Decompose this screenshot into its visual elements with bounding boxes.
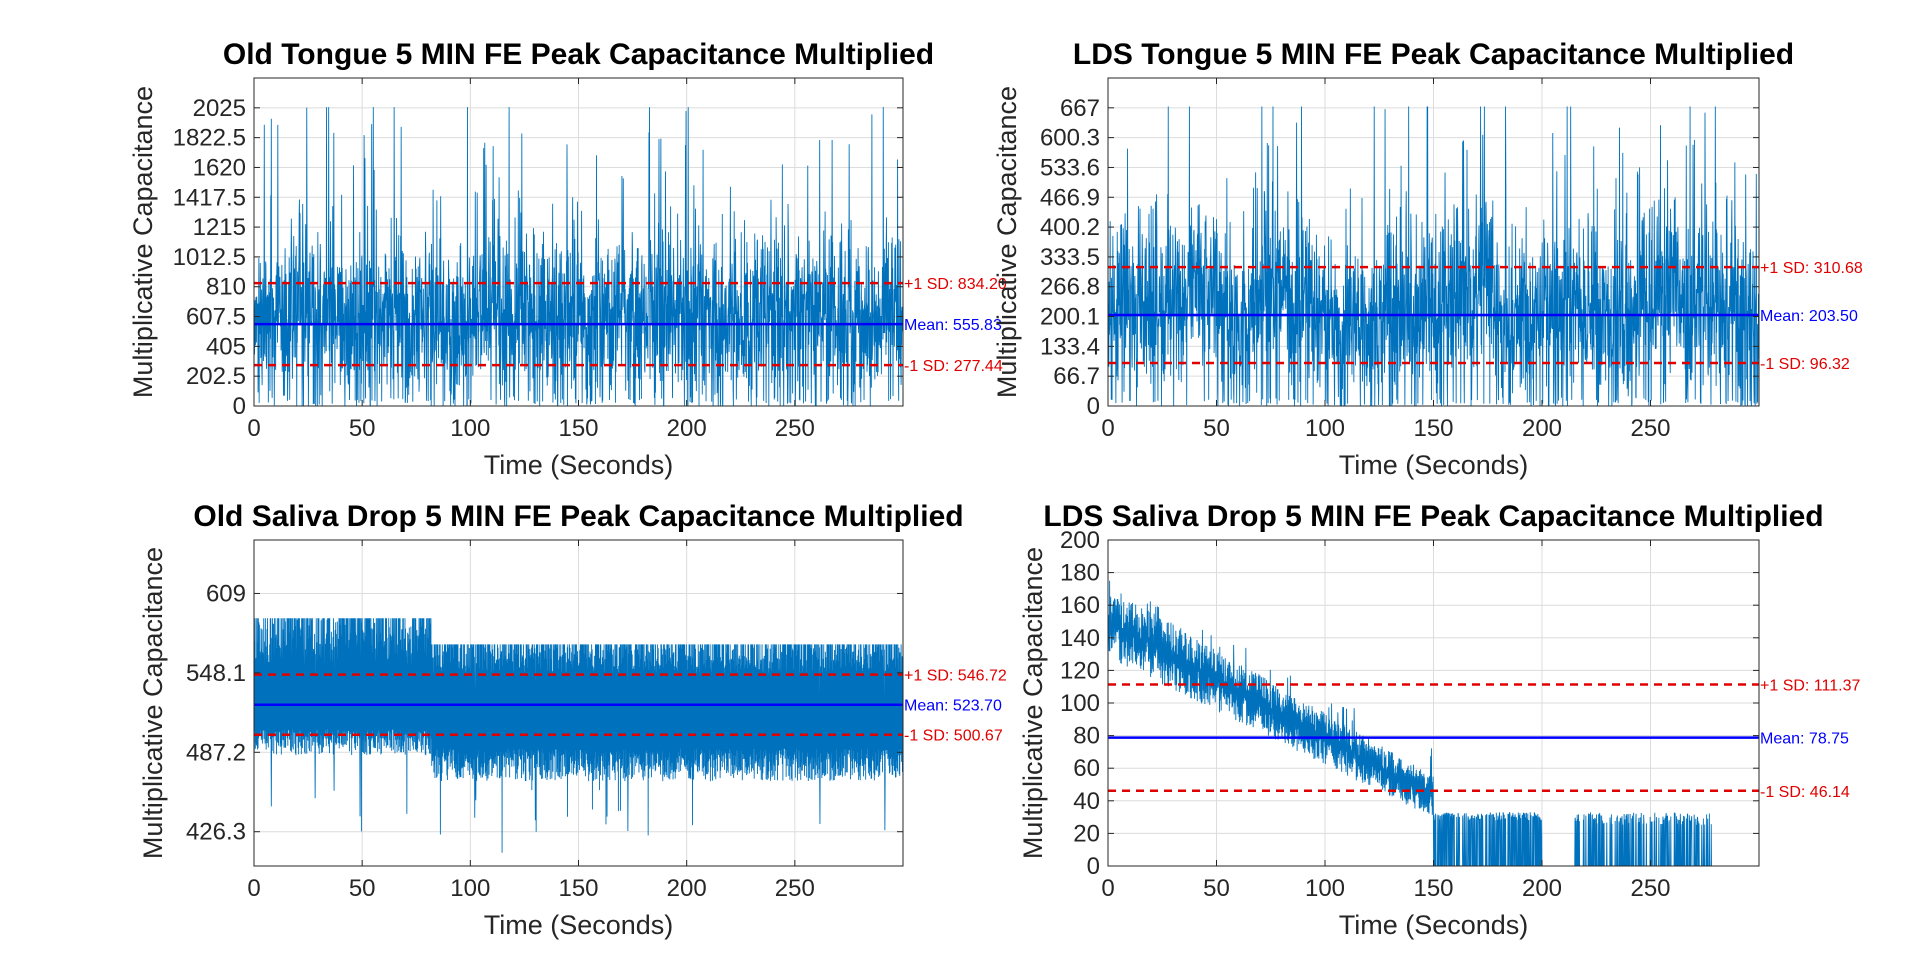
plus-sd-label: +1 SD: 310.68: [1760, 260, 1863, 277]
x-tick-label: 250: [775, 415, 815, 442]
mean-label: Mean: 523.70: [904, 698, 1002, 715]
x-tick-label: 0: [1101, 875, 1114, 902]
y-tick-label: 333.5: [1040, 244, 1100, 271]
y-tick-label: 1620: [193, 154, 246, 181]
y-tick-label: 60: [1073, 755, 1100, 782]
chart-panel-3: +1 SD: 546.72 -1 SD: 500.67 Mean: 523.70 0 5…: [138, 500, 1007, 940]
x-tick-label: 200: [1522, 415, 1562, 442]
x-tick-label: 100: [450, 875, 490, 902]
y-tick-label: 80: [1073, 723, 1100, 750]
y-tick-label: 1215: [193, 214, 246, 241]
x-tick-label: 250: [1630, 415, 1670, 442]
y-tick-label: 0: [233, 393, 246, 420]
series-line: [254, 618, 903, 853]
x-tick-label: 200: [667, 415, 707, 442]
plus-sd-label: +1 SD: 834.20: [904, 276, 1007, 293]
x-tick-label: 100: [1305, 415, 1345, 442]
y-axis-label: Multiplicative Capacitance: [992, 86, 1022, 398]
chart-panel-1: +1 SD: 834.20 -1 SD: 277.44 Mean: 555.83 0 5…: [128, 38, 1007, 480]
y-tick-label: 667: [1060, 95, 1100, 122]
y-tick-label: 100: [1060, 690, 1100, 717]
chart-panel-2: +1 SD: 310.68 -1 SD: 96.32 Mean: 203.50 0 50…: [992, 38, 1863, 480]
y-tick-label: 609: [206, 580, 246, 607]
x-tick-label: 150: [558, 875, 598, 902]
x-tick-label: 0: [247, 415, 260, 442]
x-tick-label: 50: [1203, 415, 1230, 442]
y-tick-label: 40: [1073, 788, 1100, 815]
y-tick-label: 120: [1060, 657, 1100, 684]
x-tick-label: 200: [667, 875, 707, 902]
series-line: [254, 107, 903, 406]
y-tick-label: 133.4: [1040, 333, 1100, 360]
y-tick-label: 405: [206, 333, 246, 360]
x-tick-label: 200: [1522, 875, 1562, 902]
y-tick-label: 548.1: [186, 660, 246, 687]
y-tick-label: 0: [1087, 393, 1100, 420]
x-tick-label: 150: [558, 415, 598, 442]
minus-sd-label: -1 SD: 46.14: [1760, 784, 1850, 801]
chart-title: Old Saliva Drop 5 MIN FE Peak Capacitanc…: [193, 500, 963, 533]
y-tick-label: 466.9: [1040, 184, 1100, 211]
y-axis-label: Multiplicative Capacitance: [1018, 547, 1048, 859]
x-tick-label: 0: [1101, 415, 1114, 442]
y-tick-label: 400.2: [1040, 214, 1100, 241]
x-tick-label: 50: [1203, 875, 1230, 902]
x-axis-label: Time (Seconds): [1339, 450, 1529, 480]
chart-title: LDS Tongue 5 MIN FE Peak Capacitance Mul…: [1073, 38, 1794, 71]
chart-title: Old Tongue 5 MIN FE Peak Capacitance Mul…: [223, 38, 934, 71]
mean-label: Mean: 78.75: [1760, 731, 1849, 748]
series-line: [1108, 106, 1759, 406]
y-axis-label: Multiplicative Capacitance: [128, 86, 158, 398]
y-tick-label: 810: [206, 274, 246, 301]
x-tick-label: 50: [349, 415, 376, 442]
plus-sd-label: +1 SD: 111.37: [1760, 677, 1860, 694]
chart-title: LDS Saliva Drop 5 MIN FE Peak Capacitanc…: [1043, 500, 1823, 533]
y-tick-label: 1417.5: [173, 184, 246, 211]
plus-sd-label: +1 SD: 546.72: [904, 668, 1007, 685]
x-tick-label: 250: [1630, 875, 1670, 902]
y-tick-label: 2025: [193, 95, 246, 122]
y-tick-label: 0: [1087, 853, 1100, 880]
minus-sd-label: -1 SD: 277.44: [904, 358, 1003, 375]
x-tick-label: 150: [1413, 415, 1453, 442]
y-tick-label: 487.2: [186, 739, 246, 766]
mean-label: Mean: 203.50: [1760, 308, 1858, 325]
y-tick-label: 180: [1060, 560, 1100, 587]
chart-panel-4: +1 SD: 111.37 -1 SD: 46.14 Mean: 78.75 0 50 1…: [1018, 500, 1860, 940]
series-line: [1108, 580, 1759, 866]
x-tick-label: 150: [1413, 875, 1453, 902]
y-tick-label: 202.5: [186, 363, 246, 390]
y-tick-label: 426.3: [186, 819, 246, 846]
x-tick-label: 50: [349, 875, 376, 902]
y-tick-label: 607.5: [186, 304, 246, 331]
y-tick-label: 533.6: [1040, 154, 1100, 181]
y-tick-label: 160: [1060, 592, 1100, 619]
y-tick-label: 600.3: [1040, 125, 1100, 152]
x-axis-label: Time (Seconds): [1339, 910, 1529, 940]
y-tick-label: 1012.5: [173, 244, 246, 271]
mean-label: Mean: 555.83: [904, 317, 1002, 334]
x-axis-label: Time (Seconds): [484, 910, 674, 940]
x-tick-label: 250: [775, 875, 815, 902]
y-tick-label: 66.7: [1053, 363, 1100, 390]
y-tick-label: 200: [1060, 527, 1100, 554]
x-tick-label: 100: [1305, 875, 1345, 902]
y-tick-label: 200.1: [1040, 304, 1100, 331]
y-tick-label: 266.8: [1040, 274, 1100, 301]
x-tick-label: 100: [450, 415, 490, 442]
x-tick-label: 0: [247, 875, 260, 902]
minus-sd-label: -1 SD: 96.32: [1760, 356, 1850, 373]
y-axis-label: Multiplicative Capacitance: [138, 547, 168, 859]
minus-sd-label: -1 SD: 500.67: [904, 728, 1003, 745]
x-axis-label: Time (Seconds): [484, 450, 674, 480]
y-tick-label: 1822.5: [173, 125, 246, 152]
y-tick-label: 140: [1060, 625, 1100, 652]
y-tick-label: 20: [1073, 820, 1100, 847]
